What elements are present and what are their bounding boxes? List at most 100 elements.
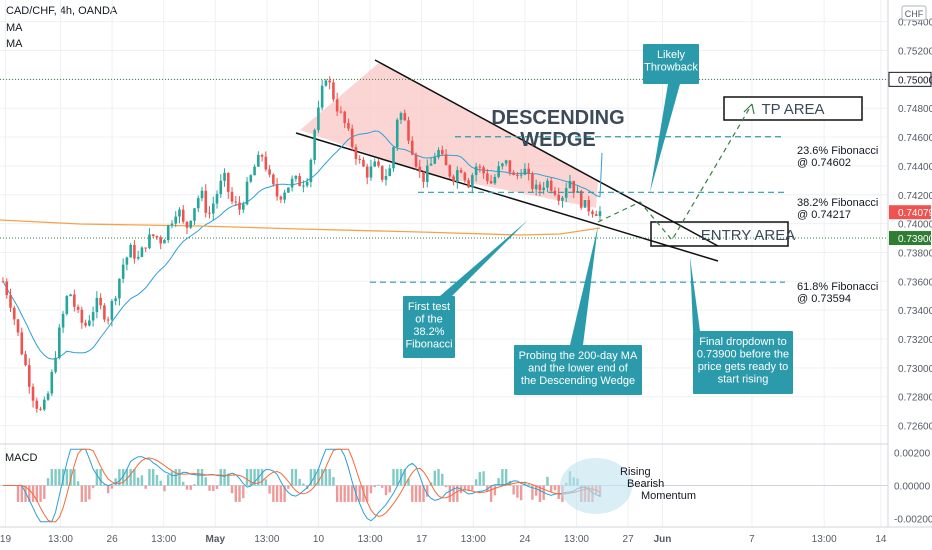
candle-body (129, 244, 132, 258)
macd-histogram-bar (155, 475, 159, 486)
time-tick-label: 14 (875, 534, 887, 545)
macd-histogram-bar (125, 469, 129, 486)
current-price-tag-bg (889, 205, 931, 220)
grid-lines (0, 0, 888, 527)
time-tick-label: 17 (416, 534, 428, 545)
candle-body (512, 172, 515, 176)
candle (27, 358, 31, 394)
macd-histogram-bar (208, 485, 211, 491)
candle-body (542, 187, 545, 191)
macd-histogram-bar (88, 485, 91, 500)
candle (136, 250, 140, 261)
macd-histogram-bar (433, 470, 436, 486)
candle (84, 319, 87, 328)
macd-histogram-bar (73, 469, 76, 486)
candle-body (211, 203, 215, 214)
first-test-callout-text: Fibonacci (405, 339, 452, 351)
candle-body (95, 297, 99, 313)
price-tick-label: 0.74600 (898, 133, 932, 144)
candle (388, 164, 392, 177)
candle (253, 164, 256, 176)
macd-histogram-bar (493, 485, 497, 496)
candle (294, 175, 298, 182)
time-tick-label: 24 (519, 534, 531, 545)
candle (144, 247, 147, 253)
candle-body (519, 174, 523, 176)
candle-body (223, 172, 226, 181)
candle (189, 220, 193, 230)
candle-body (110, 300, 114, 320)
candle (456, 166, 459, 189)
candle (486, 169, 489, 185)
candle (347, 118, 350, 132)
likely-throwback-callout-box (643, 44, 699, 84)
macd-label: MACD (5, 452, 37, 464)
candle (234, 195, 238, 207)
candle-body (88, 320, 91, 326)
candle (106, 316, 110, 325)
macd-histogram-bar (294, 469, 298, 486)
macd-histogram-bar (388, 485, 391, 493)
tp-area-label: TP AREA (761, 101, 824, 118)
macd-histogram-bar (238, 485, 241, 502)
price-tick-label: 0.72600 (898, 422, 932, 433)
candle-body (185, 221, 189, 228)
macd-histogram-bar (317, 469, 320, 486)
candle-body (170, 223, 174, 226)
candle-body (392, 147, 395, 169)
candle-body (414, 154, 418, 167)
candle-body (444, 154, 448, 166)
macd-histogram-bar (437, 469, 440, 486)
macd-histogram-bar (65, 469, 69, 486)
candle-body (516, 175, 519, 177)
candle-body (80, 309, 84, 323)
macd-histogram-bar (486, 485, 489, 492)
candle-body (279, 196, 283, 200)
candle-body (200, 190, 204, 199)
macd-histogram-bar (523, 481, 527, 486)
macd-histogram-bar (411, 485, 414, 502)
candle-body (320, 85, 324, 108)
wedge-lower-line (295, 132, 719, 262)
candle (58, 324, 61, 360)
candle (441, 145, 444, 156)
macd-histogram-bar (335, 485, 339, 502)
candle-body (5, 281, 9, 296)
candle-body (335, 99, 339, 112)
macd-histogram-bar (110, 485, 114, 489)
candle-body (347, 123, 350, 129)
currency-label: CHF (905, 9, 924, 19)
candle (362, 157, 365, 168)
candle (546, 178, 549, 193)
likely-throwback-callout-text: Likely (657, 49, 686, 61)
macd-histogram-bar (121, 469, 125, 486)
marked-level-price-tag: 0.75000 (898, 75, 932, 86)
marked-level-price-tag-bg (889, 72, 931, 87)
macd-histogram-bar (219, 469, 222, 486)
macd-histogram-bar (290, 469, 294, 486)
candle (245, 176, 249, 206)
candle-body (467, 180, 470, 188)
candle (275, 177, 279, 201)
macd-histogram-bar (54, 469, 57, 486)
probing-callout-text: and the lower end of (528, 363, 629, 375)
entry-area-box (650, 221, 789, 247)
macd-histogram-bar (384, 485, 388, 496)
candle (283, 189, 286, 204)
candle-body (275, 184, 279, 197)
candle-body (189, 220, 193, 228)
candle (339, 106, 343, 114)
candle (148, 228, 151, 250)
candle-body (268, 169, 271, 175)
candle-body (238, 202, 241, 210)
candle-body (448, 165, 452, 177)
candle (39, 406, 42, 411)
candle-body (99, 297, 102, 306)
candle (54, 351, 57, 374)
candle-body (264, 156, 268, 170)
candle-body (35, 400, 39, 409)
